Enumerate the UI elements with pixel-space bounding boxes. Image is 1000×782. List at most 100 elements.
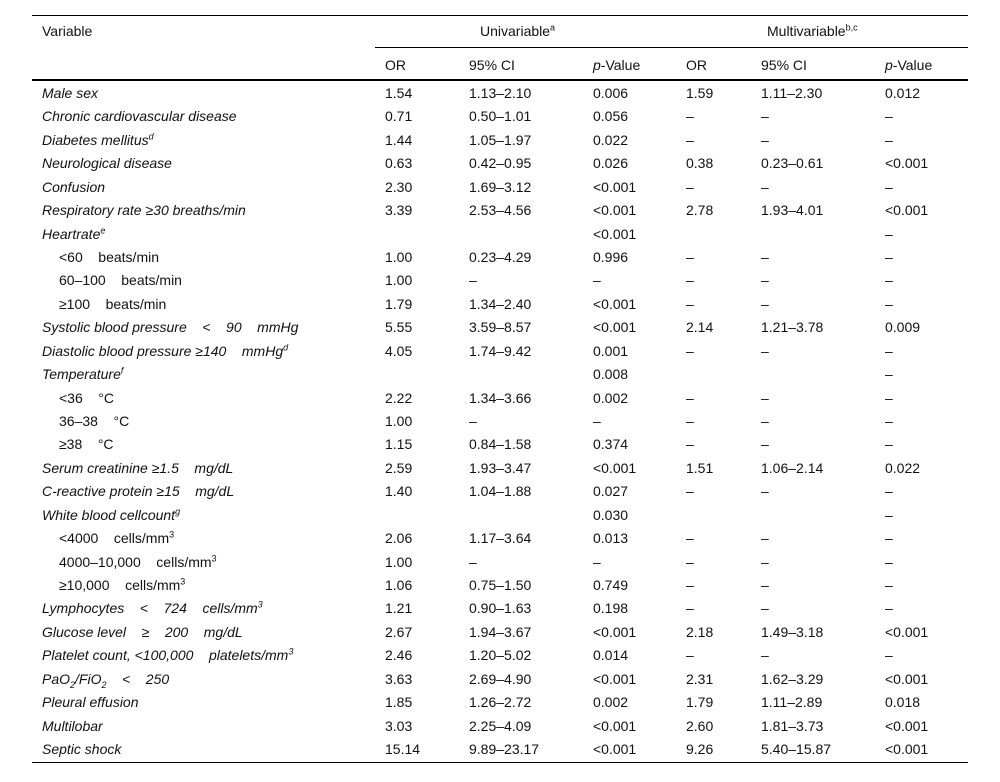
table-cell: 1.13–2.10 — [469, 85, 532, 101]
table-cell: – — [885, 530, 893, 547]
row-label: Systolic blood pressure < 90 mmHg — [42, 318, 298, 336]
table-cell: 0.001 — [593, 342, 629, 359]
table-cell: – — [686, 436, 694, 453]
table-cell: 1.00 — [385, 249, 413, 265]
table-cell: – — [761, 295, 769, 312]
table-cell: 0.022 — [885, 459, 921, 476]
table-cell: 1.06 — [385, 577, 413, 594]
row-label-part: 3 — [169, 529, 175, 540]
table-cell: 9.89–23.17 — [469, 741, 540, 758]
table-cell: – — [593, 272, 601, 289]
row-label-part: 2 — [101, 679, 107, 690]
table-cell: – — [885, 389, 893, 406]
table-cell: – — [593, 553, 601, 570]
header-multivariable: Multivariableb,c — [767, 22, 858, 40]
table-cell: 1.69–3.12 — [469, 178, 532, 195]
table-cell: 0.84–1.58 — [469, 436, 532, 453]
table-cell: – — [686, 530, 694, 547]
column-header-text: OR — [686, 57, 707, 73]
row-label-part: Heartrate — [42, 225, 101, 242]
row-label-part: Confusion — [42, 178, 106, 195]
table-cell: <0.001 — [885, 670, 929, 687]
table-cell: 2.22 — [385, 389, 413, 406]
table-cell: 2.67 — [385, 623, 413, 640]
table-cell: 1.59 — [686, 85, 714, 101]
header-univariable: Univariablea — [480, 22, 555, 40]
table-cell: 1.00 — [385, 413, 413, 430]
table-cell: 0.374 — [593, 436, 629, 453]
table-cell: – — [761, 436, 769, 453]
table-cell: 0.42–0.95 — [469, 155, 532, 172]
table-cell: – — [761, 272, 769, 289]
row-label-part: Chronic cardiovascular disease — [42, 108, 237, 125]
table-cell: 2.78 — [686, 202, 714, 219]
table-cell: <0.001 — [593, 295, 637, 312]
table-cell: 15.14 — [385, 741, 421, 758]
row-label-part: Diastolic blood pressure ≥140 mmHg — [42, 342, 284, 359]
table-cell: <0.001 — [885, 741, 929, 758]
row-label-part: Glucose level ≥ 200 mg/dL — [42, 623, 243, 640]
table-cell: – — [686, 553, 694, 570]
table-cell: 1.21 — [385, 600, 413, 617]
table-cell: – — [686, 131, 694, 148]
row-label: PaO2/FiO2 < 250 — [42, 670, 169, 690]
table-cell: 0.75–1.50 — [469, 577, 532, 594]
row-label-part: White blood cellcount — [42, 506, 176, 523]
row-label-part: /FiO — [75, 670, 102, 687]
table-cell: 1.21–3.78 — [761, 319, 824, 336]
table-cell: 1.34–3.66 — [469, 389, 532, 406]
column-header-text: 95% CI — [469, 57, 515, 73]
table-cell: 3.39 — [385, 202, 413, 219]
table-cell: – — [761, 131, 769, 148]
header-multivariable-text: Multivariable — [767, 23, 846, 39]
table-cell: – — [761, 530, 769, 547]
row-label-part: <60 beats/min — [59, 249, 160, 265]
table-cell: – — [885, 272, 893, 289]
row-label: Diastolic blood pressure ≥140 mmHgd — [42, 342, 288, 360]
table-cell: – — [686, 272, 694, 289]
table-cell: – — [686, 108, 694, 125]
table-cell: 9.26 — [686, 741, 714, 758]
table-cell: 2.60 — [686, 717, 714, 734]
row-label: Male sex — [42, 84, 98, 102]
row-label-part: 2 — [70, 679, 76, 690]
table-cell: – — [686, 600, 694, 617]
row-label-part: ≥10,000 cells/mm — [59, 577, 181, 594]
row-label: C-reactive protein ≥15 mg/dL — [42, 482, 234, 500]
table-cell: 5.55 — [385, 319, 413, 336]
table-cell: – — [686, 483, 694, 500]
table-cell: 1.05–1.97 — [469, 131, 532, 148]
table-cell: 1.26–2.72 — [469, 694, 532, 711]
row-label: Heartratee — [42, 225, 105, 243]
row-label: 60–100 beats/min — [59, 271, 182, 289]
row-label: Lymphocytes < 724 cells/mm3 — [42, 599, 263, 617]
table-cell: <0.001 — [593, 178, 637, 195]
row-label-part: 3 — [288, 646, 294, 657]
row-label-part: 60–100 beats/min — [59, 272, 182, 289]
table-cell: 0.71 — [385, 108, 413, 125]
table-cell: 0.026 — [593, 155, 629, 172]
footnote-marker: a — [550, 22, 556, 33]
table-cell: <0.001 — [593, 459, 637, 476]
table-cell: – — [761, 178, 769, 195]
table-cell: 1.04–1.88 — [469, 483, 532, 500]
table-cell: – — [593, 413, 601, 430]
table-cell: 0.056 — [593, 108, 629, 125]
table-cell: 1.54 — [385, 85, 413, 101]
table-cell: 1.51 — [686, 459, 714, 476]
table-cell: 0.027 — [593, 483, 629, 500]
table-cell: 0.38 — [686, 155, 714, 172]
table-cell: – — [885, 600, 893, 617]
table-cell: – — [885, 483, 893, 500]
table-cell: 1.74–9.42 — [469, 342, 532, 359]
column-header-text: OR — [385, 57, 406, 73]
row-label: ≥100 beats/min — [59, 295, 166, 313]
row-label-part: Systolic blood pressure < 90 mmHg — [42, 319, 299, 336]
table-cell: 1.15 — [385, 436, 413, 453]
row-label-part: f — [120, 365, 124, 376]
table-cell: – — [469, 553, 477, 570]
table-cell: 1.62–3.29 — [761, 670, 824, 687]
table-cell: <0.001 — [885, 202, 929, 219]
row-label: Diabetes mellitusd — [42, 131, 154, 149]
table-cell: – — [686, 389, 694, 406]
